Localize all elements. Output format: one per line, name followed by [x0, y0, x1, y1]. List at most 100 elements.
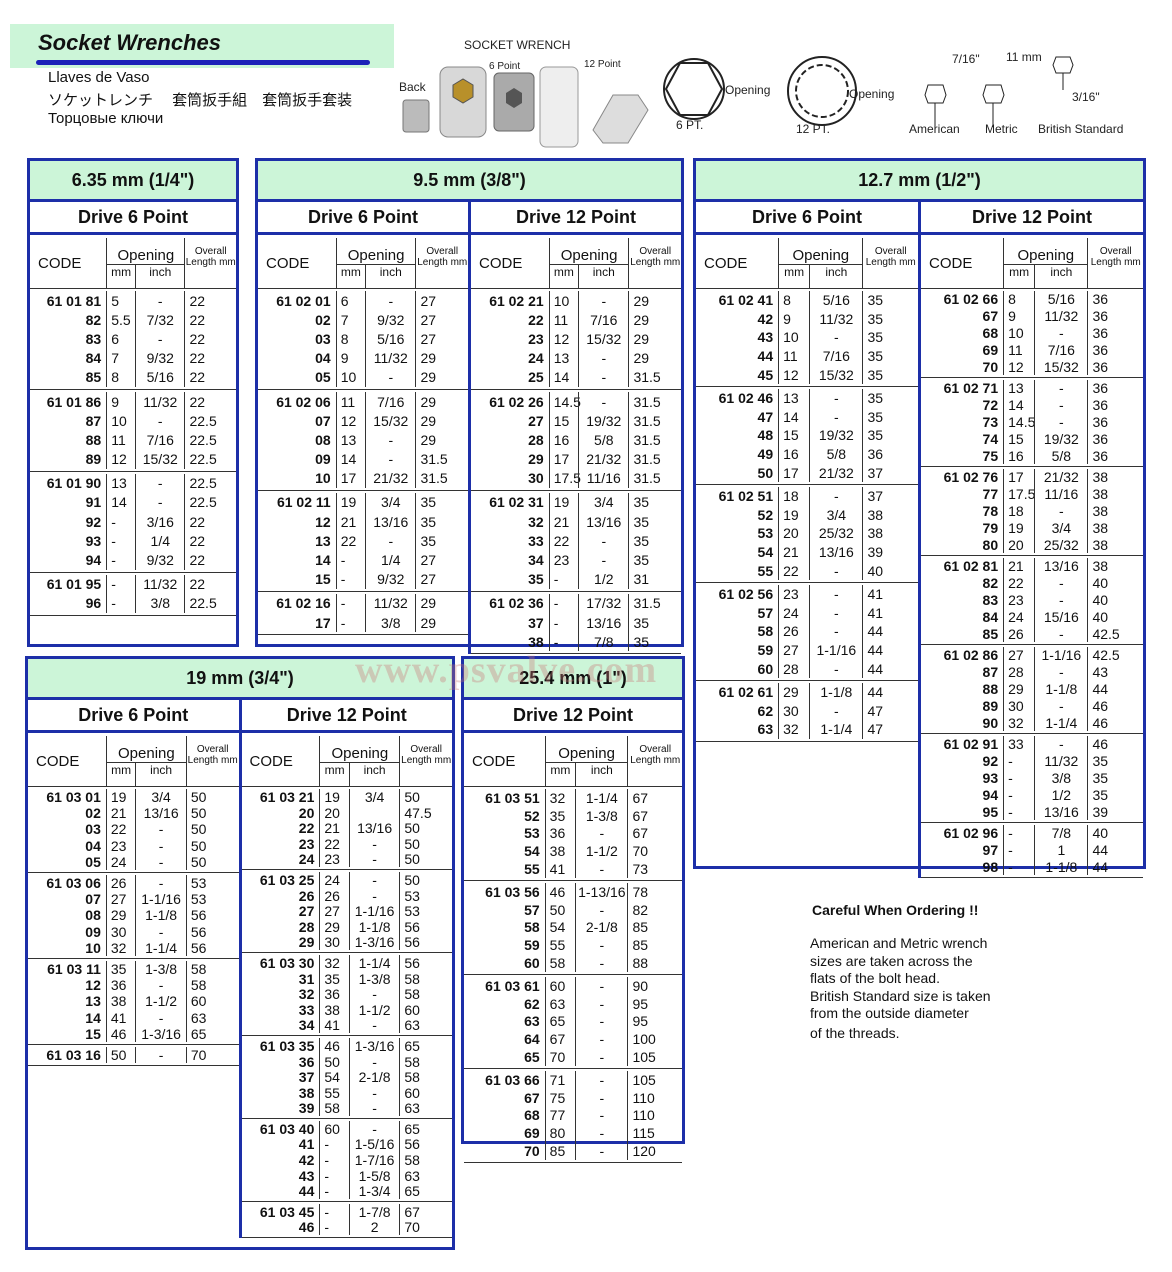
table-row: 87 28-43 — [921, 663, 1143, 681]
cell-mm: 19 — [335, 492, 365, 513]
cell-code: 47 — [757, 408, 774, 425]
table-row: 54 38 1-1/2 70 — [464, 842, 682, 861]
table-row: 62 30-47 — [696, 701, 918, 721]
table-row: 61 02 31 19 3/4 35 — [471, 492, 681, 513]
cell-code: 61 02 01 — [276, 292, 331, 309]
cell-inch: - — [575, 1012, 627, 1031]
cell-code: 61 02 81 — [943, 558, 999, 575]
cell-length: 47 — [862, 720, 918, 739]
cell-mm: 17 — [548, 449, 578, 469]
column-code: CODE — [704, 254, 748, 272]
table-row: 55 41-73 — [464, 860, 682, 878]
cell-mm: 24 — [105, 853, 135, 870]
cell-mm: - — [319, 1167, 348, 1184]
cell-mm: 8 — [778, 291, 809, 310]
cell-length: 67 — [627, 824, 682, 843]
row-group: 61 03 06 26-53 07 27 1-1/16 53 08 29 1-1/8 56 09 30… — [28, 873, 239, 959]
drive-type-header: Drive 6 Point — [28, 700, 239, 733]
cell-code: 84 — [982, 608, 999, 625]
cell-inch: 1-3/16 — [135, 1025, 186, 1042]
cell-length: 47 — [862, 701, 918, 721]
table-row: 12 36-58 — [28, 977, 239, 994]
cell-length: 110 — [627, 1106, 682, 1125]
cell-length: 44 — [1087, 858, 1143, 876]
cell-length: 40 — [1087, 591, 1143, 609]
cell-length: 31.5 — [628, 468, 681, 488]
row-group: 61 02 91 33-46 92-11/32 35 93-3/8 35 94-1/2 35 9… — [921, 734, 1143, 823]
cell-mm: 60 — [544, 976, 576, 995]
table-row: 57 50-82 — [464, 900, 682, 919]
cell-inch: - — [348, 1017, 400, 1034]
cell-code: 61 02 86 — [943, 647, 999, 664]
cell-code: 12 — [315, 513, 331, 530]
cell-code: 22 — [528, 311, 544, 328]
cell-code: 60 — [524, 955, 540, 972]
cell-mm: 30 — [319, 934, 348, 951]
cell-code: 61 02 66 — [943, 291, 999, 308]
table-row: 61 03 45-1-7/8 67 — [242, 1203, 453, 1220]
cell-code: 38 — [298, 1084, 315, 1101]
cell-code: 84 — [85, 350, 102, 367]
cell-length: 43 — [1087, 663, 1143, 681]
cell-code: 39 — [298, 1100, 315, 1117]
cell-inch: 3/8 — [135, 593, 184, 613]
table-row: 84 24 15/16 40 — [921, 608, 1143, 626]
cell-code: 87 — [85, 412, 102, 429]
subtitle-japanese-chinese: ソケットレンチ 套筒扳手組 套筒扳手套装 — [48, 92, 353, 109]
cell-length: 40 — [1087, 824, 1143, 842]
note-line: American and Metric wrench — [810, 935, 988, 951]
table-row: 69 80-115 — [464, 1124, 682, 1143]
cell-length: 31 — [628, 569, 681, 589]
column-code: CODE — [472, 752, 516, 770]
cell-mm: 41 — [319, 1017, 348, 1034]
table-row: 22 11 7/16 29 — [471, 310, 681, 330]
drive-type-header: Drive 12 Point — [921, 202, 1143, 235]
cell-inch: 1-7/8 — [348, 1203, 400, 1220]
cell-length: 46 — [1087, 697, 1143, 715]
cell-inch: 3/8 — [1034, 769, 1087, 787]
cell-code: 42 — [298, 1152, 315, 1169]
cell-mm: 58 — [544, 954, 576, 972]
cell-code: 60 — [757, 660, 774, 677]
cell-mm: 54 — [319, 1069, 348, 1086]
table-row: 02 21 13/16 50 — [28, 805, 239, 822]
cell-length: 110 — [627, 1088, 682, 1107]
table-row: 02 7 9/32 27 — [258, 310, 468, 330]
column-overall-length: Overall Length mm — [628, 238, 681, 288]
table-row: 61 02 11 19 3/4 35 — [258, 492, 468, 513]
drive-size-title: 6.35 mm (1/4") — [30, 161, 236, 202]
cell-length: 22 — [184, 531, 236, 551]
cell-inch: 5/16 — [135, 367, 184, 387]
note-line: from the outside diameter — [810, 1005, 969, 1021]
size-block: 9.5 mm (3/8") Drive 6 Point CODE Opening … — [255, 158, 684, 655]
table-row: 61 02 16-11/32 29 — [258, 593, 468, 613]
drive-type-header: Drive 6 Point — [30, 202, 236, 235]
cell-mm: 27 — [778, 640, 809, 660]
cell-length: 31.5 — [628, 449, 681, 469]
cell-mm: 14 — [335, 449, 365, 469]
cell-mm: 28 — [778, 659, 809, 678]
cell-code: 54 — [524, 843, 540, 860]
cell-code: 54 — [757, 544, 774, 561]
column-overall-length: Overall Length mm — [862, 238, 918, 288]
cell-length: 22.5 — [184, 492, 236, 513]
row-group: 61 03 11 35 1-3/8 58 12 36-58 13 38 1-1/2 60 14 41-… — [28, 959, 239, 1045]
table-row: 58 54 2-1/8 85 — [464, 918, 682, 937]
cell-length: 56 — [399, 934, 452, 951]
column-mm: mm — [778, 264, 810, 288]
cell-length: 22 — [184, 512, 236, 532]
cell-inch: 11/32 — [135, 391, 184, 412]
cell-code: 65 — [524, 1049, 540, 1066]
cell-length: 38 — [1087, 557, 1143, 575]
cell-inch: 11/32 — [135, 574, 184, 594]
table-row: 03 22-50 — [28, 821, 239, 838]
column-code: CODE — [479, 254, 523, 272]
cell-length: 60 — [399, 1001, 452, 1018]
cell-length: 31.5 — [628, 593, 681, 613]
table-row: 15-9/32 27 — [258, 569, 468, 589]
table-row: 61 02 51 18-37 — [696, 486, 918, 506]
row-group: 61 02 61 29 1-1/8 44 62 30-47 63 32 1-1/4 47 — [696, 681, 918, 742]
cell-code: 43 — [757, 329, 774, 346]
cell-inch: 1-13/16 — [575, 882, 627, 901]
cell-inch: 7/16 — [809, 346, 862, 366]
